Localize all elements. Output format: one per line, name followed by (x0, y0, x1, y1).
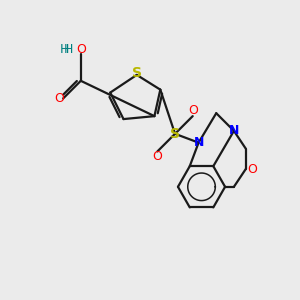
Text: O: O (247, 163, 257, 176)
Text: O: O (152, 150, 162, 163)
Text: O: O (55, 92, 64, 105)
Text: O: O (188, 104, 198, 117)
Text: O: O (76, 43, 86, 56)
Text: S: S (170, 127, 180, 141)
Text: S: S (132, 66, 142, 80)
Text: N: N (194, 136, 204, 149)
Text: N: N (229, 124, 239, 137)
Text: H: H (60, 43, 69, 56)
Text: H: H (64, 43, 73, 56)
